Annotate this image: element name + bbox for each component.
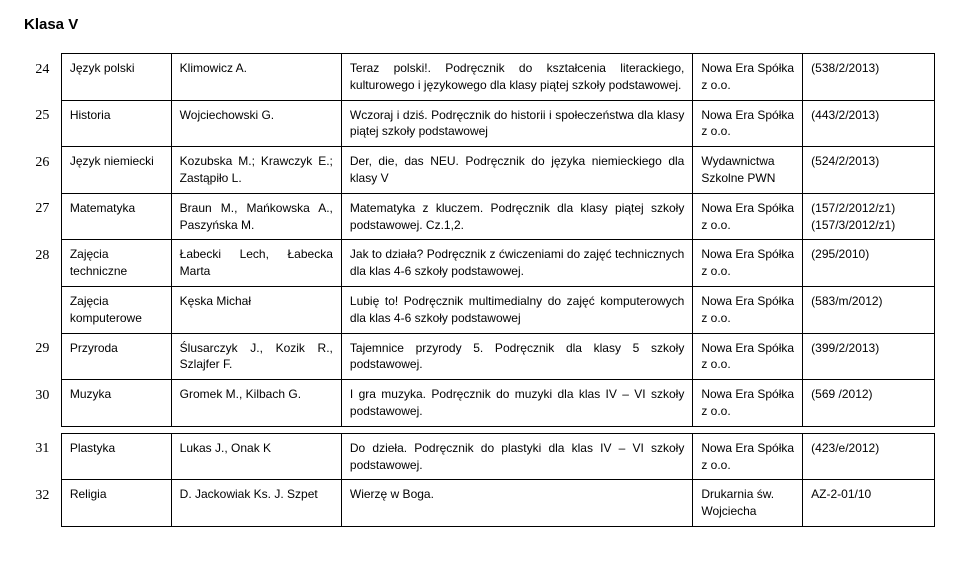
reference-cell: (295/2010) bbox=[803, 240, 935, 287]
title-cell: Tajemnice przyrody 5. Podręcznik dla kla… bbox=[341, 333, 692, 380]
author-cell: Gromek M., Kilbach G. bbox=[171, 380, 341, 427]
author-cell: Kozubska M.; Krawczyk E.; Zastąpiło L. bbox=[171, 147, 341, 194]
reference-cell: (157/2/2012/z1) (157/3/2012/z1) bbox=[803, 193, 935, 240]
publisher-cell: Drukarnia św. Wojciecha bbox=[693, 480, 803, 527]
title-cell: Wczoraj i dziś. Podręcznik do historii i… bbox=[341, 100, 692, 147]
publisher-cell: Nowa Era Spółka z o.o. bbox=[693, 286, 803, 333]
publisher-cell: Nowa Era Spółka z o.o. bbox=[693, 433, 803, 480]
row-number bbox=[24, 286, 61, 333]
title-cell: Jak to działa? Podręcznik z ćwiczeniami … bbox=[341, 240, 692, 287]
title-cell: Do dzieła. Podręcznik do plastyki dla kl… bbox=[341, 433, 692, 480]
row-number: 25 bbox=[24, 100, 61, 147]
title-cell: Der, die, das NEU. Podręcznik do języka … bbox=[341, 147, 692, 194]
author-cell: Wojciechowski G. bbox=[171, 100, 341, 147]
table-row: 29PrzyrodaŚlusarczyk J., Kozik R., Szlaj… bbox=[24, 333, 935, 380]
row-number: 29 bbox=[24, 333, 61, 380]
reference-cell: (443/2/2013) bbox=[803, 100, 935, 147]
table-row: 28Zajęcia techniczneŁabecki Lech, Łabeck… bbox=[24, 240, 935, 287]
author-cell: Łabecki Lech, Łabecka Marta bbox=[171, 240, 341, 287]
row-number: 26 bbox=[24, 147, 61, 194]
row-number: 30 bbox=[24, 380, 61, 427]
page-title: Klasa V bbox=[24, 16, 935, 33]
reference-cell: (399/2/2013) bbox=[803, 333, 935, 380]
subject-cell: Muzyka bbox=[61, 380, 171, 427]
publisher-cell: Nowa Era Spółka z o.o. bbox=[693, 240, 803, 287]
table-row: 31PlastykaLukas J., Onak KDo dzieła. Pod… bbox=[24, 433, 935, 480]
row-number: 32 bbox=[24, 480, 61, 527]
publisher-cell: Nowa Era Spółka z o.o. bbox=[693, 193, 803, 240]
publisher-cell: Wydawnictwa Szkolne PWN bbox=[693, 147, 803, 194]
table-row: 30MuzykaGromek M., Kilbach G.I gra muzyk… bbox=[24, 380, 935, 427]
subject-cell: Język polski bbox=[61, 54, 171, 101]
author-cell: Kęska Michał bbox=[171, 286, 341, 333]
table-row: Zajęcia komputeroweKęska MichałLubię to!… bbox=[24, 286, 935, 333]
row-number: 28 bbox=[24, 240, 61, 287]
table-row: 24Język polskiKlimowicz A.Teraz polski!.… bbox=[24, 54, 935, 101]
reference-cell: AZ-2-01/10 bbox=[803, 480, 935, 527]
subject-cell: Przyroda bbox=[61, 333, 171, 380]
subject-cell: Zajęcia komputerowe bbox=[61, 286, 171, 333]
table-row: 25HistoriaWojciechowski G.Wczoraj i dziś… bbox=[24, 100, 935, 147]
table-row: 32ReligiaD. Jackowiak Ks. J. SzpetWierzę… bbox=[24, 480, 935, 527]
subject-cell: Język niemiecki bbox=[61, 147, 171, 194]
reference-cell: (524/2/2013) bbox=[803, 147, 935, 194]
publisher-cell: Nowa Era Spółka z o.o. bbox=[693, 333, 803, 380]
title-cell: Lubię to! Podręcznik multimedialny do za… bbox=[341, 286, 692, 333]
publisher-cell: Nowa Era Spółka z o.o. bbox=[693, 100, 803, 147]
reference-cell: (538/2/2013) bbox=[803, 54, 935, 101]
subject-cell: Matematyka bbox=[61, 193, 171, 240]
author-cell: D. Jackowiak Ks. J. Szpet bbox=[171, 480, 341, 527]
author-cell: Lukas J., Onak K bbox=[171, 433, 341, 480]
title-cell: I gra muzyka. Podręcznik do muzyki dla k… bbox=[341, 380, 692, 427]
title-cell: Wierzę w Boga. bbox=[341, 480, 692, 527]
row-number: 31 bbox=[24, 433, 61, 480]
row-number: 24 bbox=[24, 54, 61, 101]
author-cell: Klimowicz A. bbox=[171, 54, 341, 101]
title-cell: Matematyka z kluczem. Podręcznik dla kla… bbox=[341, 193, 692, 240]
row-number: 27 bbox=[24, 193, 61, 240]
table-row: 27MatematykaBraun M., Mańkowska A., Pasz… bbox=[24, 193, 935, 240]
reference-cell: (583/m/2012) bbox=[803, 286, 935, 333]
publisher-cell: Nowa Era Spółka z o.o. bbox=[693, 380, 803, 427]
publisher-cell: Nowa Era Spółka z o.o. bbox=[693, 54, 803, 101]
textbook-table: 24Język polskiKlimowicz A.Teraz polski!.… bbox=[24, 53, 935, 527]
table-row: 26Język niemieckiKozubska M.; Krawczyk E… bbox=[24, 147, 935, 194]
subject-cell: Plastyka bbox=[61, 433, 171, 480]
title-cell: Teraz polski!. Podręcznik do kształcenia… bbox=[341, 54, 692, 101]
author-cell: Braun M., Mańkowska A., Paszyńska M. bbox=[171, 193, 341, 240]
subject-cell: Historia bbox=[61, 100, 171, 147]
reference-cell: (569 /2012) bbox=[803, 380, 935, 427]
reference-cell: (423/e/2012) bbox=[803, 433, 935, 480]
subject-cell: Religia bbox=[61, 480, 171, 527]
subject-cell: Zajęcia techniczne bbox=[61, 240, 171, 287]
author-cell: Ślusarczyk J., Kozik R., Szlajfer F. bbox=[171, 333, 341, 380]
